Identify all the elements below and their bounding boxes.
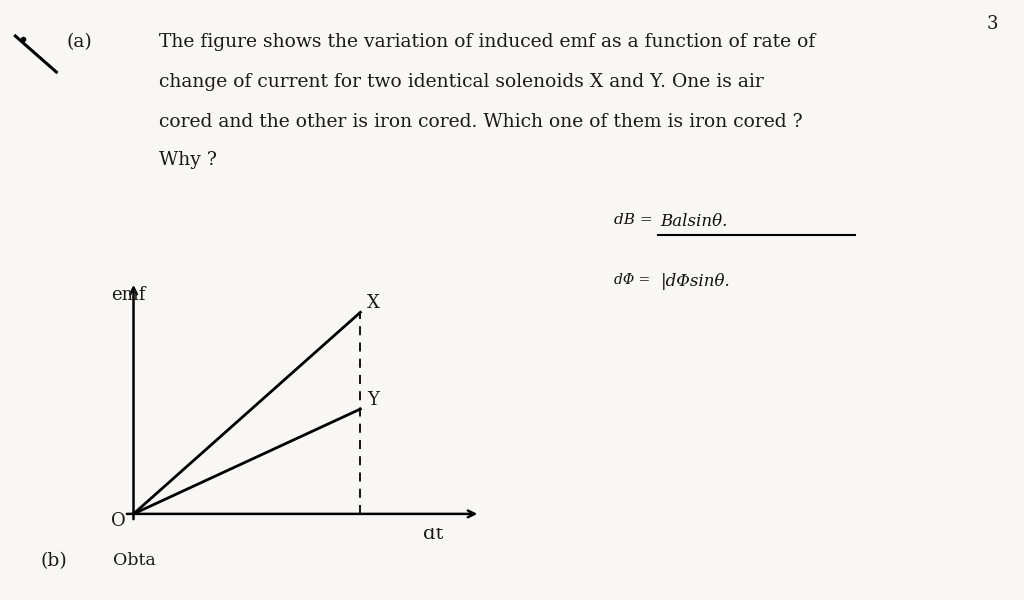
Text: dI: dI [423, 477, 443, 495]
Text: Y: Y [367, 391, 379, 409]
Text: Why ?: Why ? [159, 151, 217, 169]
Text: dB =: dB = [614, 213, 653, 227]
Text: dt: dt [423, 525, 443, 543]
Text: Balsinθ.: Balsinθ. [660, 213, 728, 230]
Text: cored and the other is iron cored. Which one of them is iron cored ?: cored and the other is iron cored. Which… [159, 113, 803, 131]
Text: The figure shows the variation of induced emf as a function of rate of: The figure shows the variation of induce… [159, 33, 815, 51]
Text: dΦ =: dΦ = [614, 273, 650, 287]
Text: 3: 3 [987, 15, 998, 33]
Text: (b): (b) [41, 552, 68, 570]
Text: Obta: Obta [113, 552, 156, 569]
Text: O: O [112, 512, 126, 530]
Text: |dΦsinθ.: |dΦsinθ. [660, 273, 730, 290]
Text: (a): (a) [67, 33, 92, 51]
Text: emf: emf [112, 286, 145, 304]
Text: X: X [367, 294, 380, 312]
Text: change of current for two identical solenoids X and Y. One is air: change of current for two identical sole… [159, 73, 764, 91]
